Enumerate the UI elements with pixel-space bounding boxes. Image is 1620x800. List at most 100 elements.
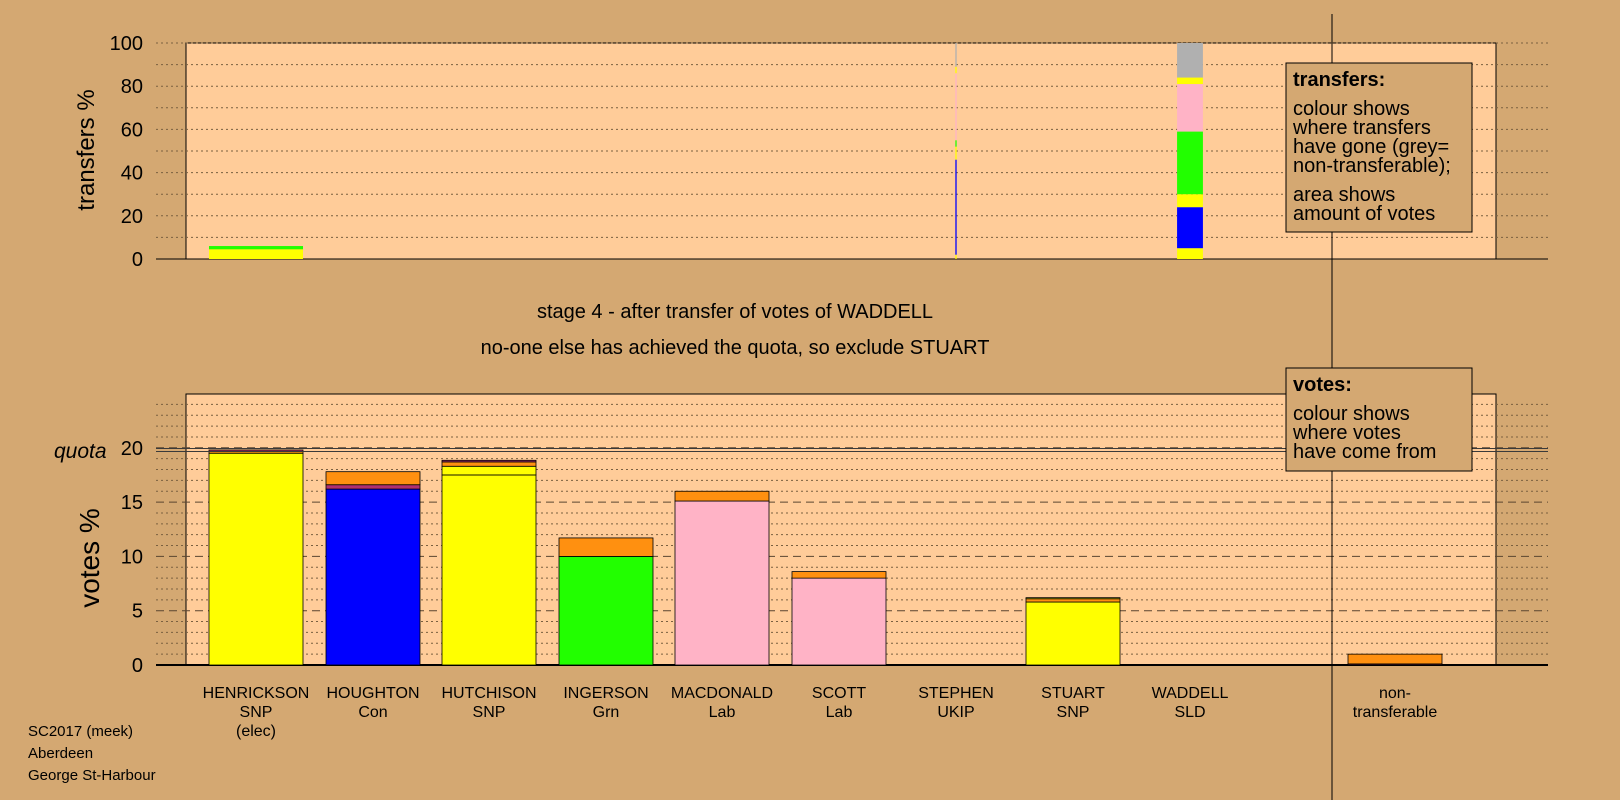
transfers-bars xyxy=(209,43,1203,259)
candidate-name: HUTCHISON xyxy=(441,685,536,702)
quota-label: quota xyxy=(54,440,107,463)
candidate-name: HENRICKSON xyxy=(203,685,310,702)
votes-legend-line: where votes xyxy=(1292,422,1401,444)
candidate-label: WADDELL SLD xyxy=(1152,685,1229,721)
transfer-segment-grey xyxy=(1177,43,1203,78)
candidate-party: Lab xyxy=(709,704,736,721)
vote-segment-orange xyxy=(441,461,537,467)
candidate-name: WADDELL xyxy=(1152,685,1229,702)
candidate-party: SLD xyxy=(1174,704,1205,721)
vote-segment-yellow xyxy=(441,465,537,476)
candidate-party: Grn xyxy=(593,704,620,721)
votes-y-ticks: 0 5 10 15 20 xyxy=(121,438,143,677)
transfers-y-tick-label: 40 xyxy=(121,163,143,185)
transfers-legend-box xyxy=(1285,62,1473,233)
votes-legend-title: votes: xyxy=(1293,374,1352,396)
vote-segment-purple xyxy=(441,459,537,463)
candidate-name: HOUGHTON xyxy=(326,685,419,702)
transfer-segment-yellow xyxy=(209,249,303,259)
candidate-labels: HENRICKSON SNP (elec) HOUGHTON Con HUTCHISON S… xyxy=(203,685,1438,740)
transfer-segment-blue xyxy=(1177,207,1203,249)
candidate-label: HUTCHISON SNP xyxy=(441,685,536,721)
transfers-y-ticks: 0 20 40 60 80 100 xyxy=(110,33,143,271)
transfers-y-axis-label: transfers % xyxy=(73,89,100,210)
stage-text: stage 4 - after transfer of votes of WAD… xyxy=(537,301,933,323)
transfer-segment-grey xyxy=(955,43,957,67)
transfers-y-tick-label: 0 xyxy=(132,249,143,271)
candidate-label: INGERSON Grn xyxy=(563,685,648,721)
vote-segment-orange xyxy=(791,571,887,579)
votes-legend-line: colour shows xyxy=(1293,403,1410,425)
status-text: no-one else has achieved the quota, so e… xyxy=(481,337,990,359)
votes-legend-line: have come from xyxy=(1293,441,1436,463)
transfer-segment-green xyxy=(209,246,303,250)
vote-segment-pink xyxy=(674,500,770,666)
vote-segment-orange xyxy=(1025,598,1121,603)
vote-segment-orange xyxy=(325,471,421,486)
transfers-legend-line: area shows xyxy=(1293,184,1395,206)
vote-segment-blue xyxy=(325,488,421,666)
vote-segment-orange xyxy=(558,537,654,557)
candidate-party: SNP xyxy=(1057,704,1090,721)
candidate-party: UKIP xyxy=(937,704,974,721)
transfer-segment-pink xyxy=(955,73,957,141)
vote-segment-orange xyxy=(674,490,770,502)
transfer-segment-pink xyxy=(1177,84,1203,132)
transfer-segment-green xyxy=(1177,131,1203,195)
candidate-name: SCOTT xyxy=(812,685,866,702)
transfer-segment-green xyxy=(955,140,957,147)
footer-line-2: Aberdeen xyxy=(28,745,93,762)
candidate-label: SCOTT Lab xyxy=(812,685,866,721)
nontransferable-label: transferable xyxy=(1353,704,1438,721)
nontransferable-label: non- xyxy=(1379,685,1411,702)
candidate-party: SNP xyxy=(240,704,273,721)
candidate-name: STEPHEN xyxy=(918,685,994,702)
footer-line-3: George St-Harbour xyxy=(28,767,156,784)
votes-y-tick-label: 15 xyxy=(121,492,143,514)
transfer-segment-yellow xyxy=(1177,248,1203,259)
candidate-label: STEPHEN UKIP xyxy=(918,685,994,721)
votes-y-tick-label: 20 xyxy=(121,438,143,460)
candidate-label: HOUGHTON Con xyxy=(326,685,419,721)
transfers-legend-line: where transfers xyxy=(1292,117,1431,139)
transfers-y-tick-label: 20 xyxy=(121,206,143,228)
transfer-segment-yellow xyxy=(955,66,957,74)
votes-legend-box xyxy=(1285,367,1473,472)
candidate-party: Lab xyxy=(826,704,853,721)
votes-y-tick-label: 10 xyxy=(121,546,143,568)
footer-line-1: SC2017 (meek) xyxy=(28,723,133,740)
candidate-note: (elec) xyxy=(236,723,276,740)
vote-segment-purple xyxy=(325,484,421,490)
vote-segment-yellow xyxy=(208,452,304,666)
votes-bars xyxy=(208,449,1443,666)
candidate-label: MACDONALD Lab xyxy=(671,685,773,721)
transfers-legend-title: transfers: xyxy=(1293,69,1385,91)
transfer-segment-yellow xyxy=(1177,77,1203,85)
transfers-legend-line: colour shows xyxy=(1293,98,1410,120)
transfer-segment-blue xyxy=(955,159,957,255)
candidate-name: INGERSON xyxy=(563,685,648,702)
transfer-segment-yellow xyxy=(1177,194,1203,208)
vote-segment-orange xyxy=(1347,653,1443,665)
candidate-name: STUART xyxy=(1041,685,1105,702)
transfers-y-tick-label: 80 xyxy=(121,76,143,98)
vote-segment-yellow xyxy=(441,474,537,666)
vote-segment-yellow xyxy=(1025,601,1121,666)
candidate-party: Con xyxy=(358,704,387,721)
transfers-y-tick-label: 100 xyxy=(110,33,143,55)
vote-segment-yellow xyxy=(1025,597,1121,600)
vote-segment-green xyxy=(558,556,654,666)
votes-y-tick-label: 0 xyxy=(132,655,143,677)
candidate-label: STUART SNP xyxy=(1041,685,1105,721)
votes-panel: 0 5 10 15 20 quota votes % HENRICKSON SNP (ele… xyxy=(54,393,1548,740)
vote-segment-pink xyxy=(791,577,887,666)
candidate-label: HENRICKSON SNP (elec) xyxy=(203,685,310,740)
votes-y-tick-label: 5 xyxy=(132,601,143,623)
votes-y-axis-label: votes % xyxy=(74,508,105,608)
candidate-party: SNP xyxy=(473,704,506,721)
